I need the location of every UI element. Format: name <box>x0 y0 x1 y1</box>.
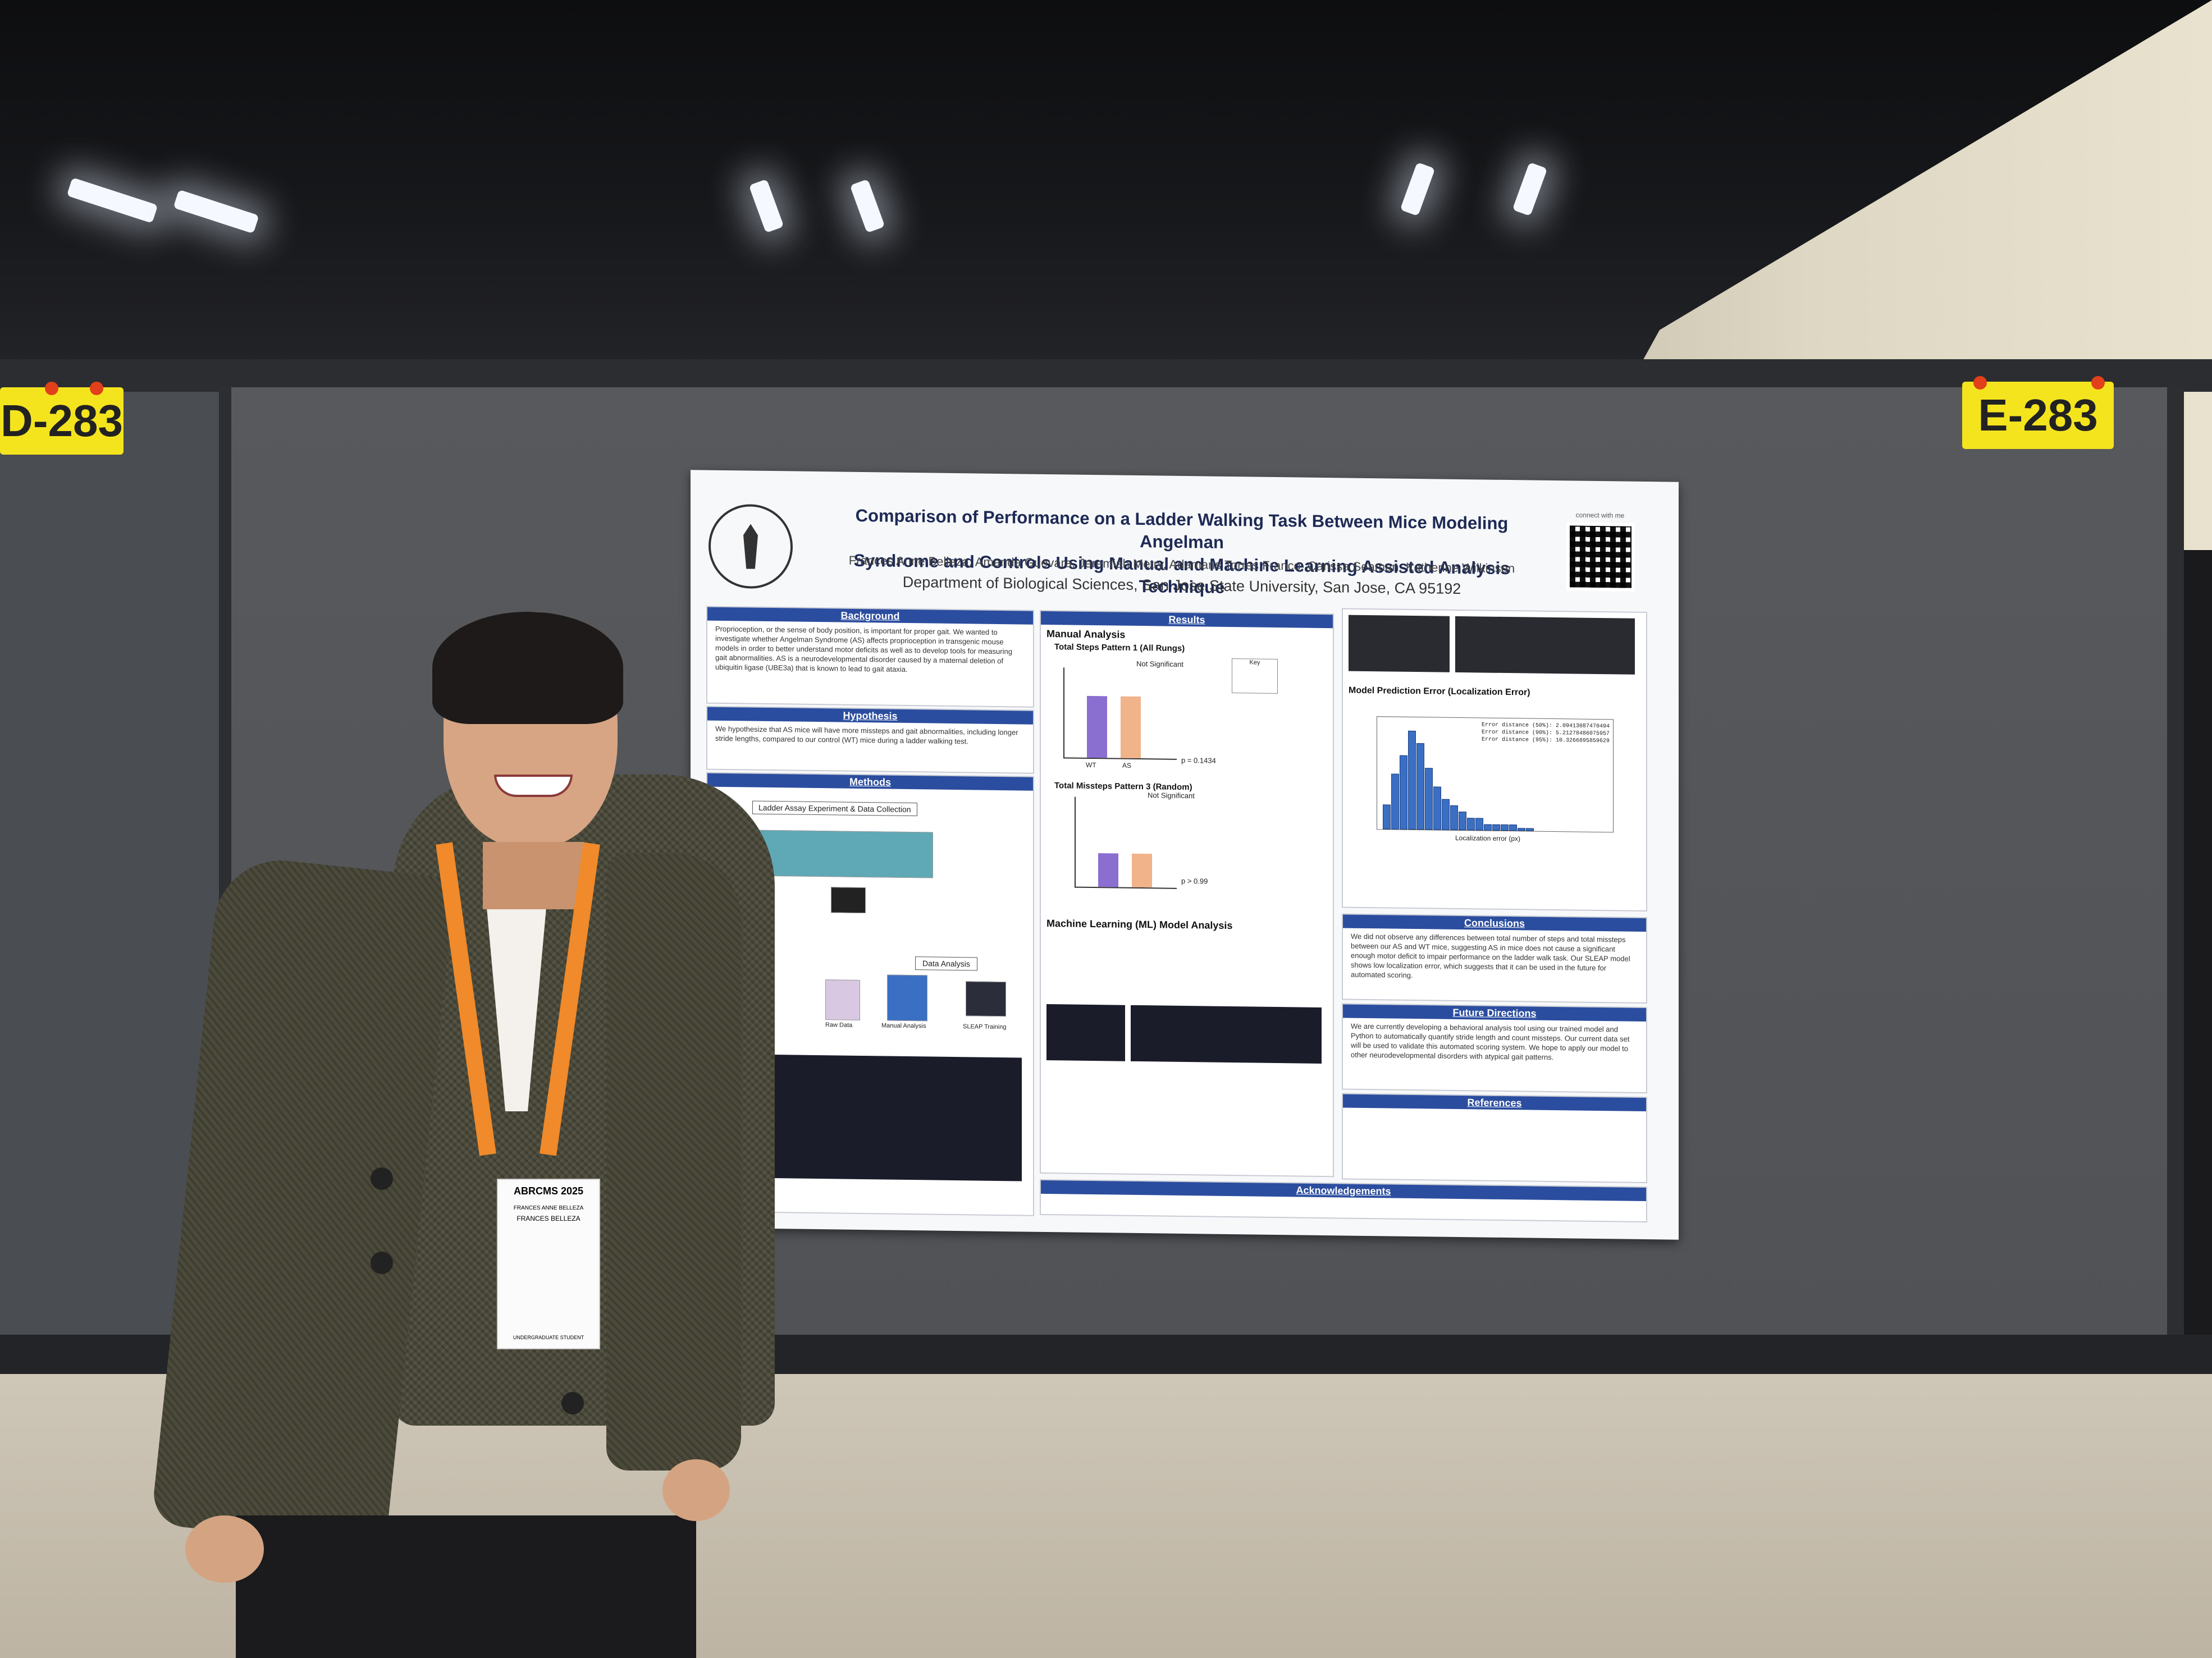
chart-key: Key <box>1232 658 1278 694</box>
missteps-bar-wt <box>1098 853 1118 887</box>
mouse-frame-2 <box>1455 616 1635 675</box>
histogram-bin <box>1501 824 1509 831</box>
x-axis-label: Localization error (px) <box>1455 833 1521 843</box>
name-badge: ABRCMS 2025 FRANCES ANNE BELLEZA FRANCES… <box>497 1179 600 1349</box>
tower-icon <box>743 524 758 569</box>
histogram-bin <box>1509 825 1517 831</box>
booth-tag-left: D-283 <box>0 382 124 455</box>
steps-bar-wt <box>1087 695 1107 758</box>
histogram-bin <box>1492 824 1500 831</box>
person-right-hand <box>662 1459 730 1521</box>
sleap-training-icon <box>966 981 1006 1017</box>
manual-analysis-icon <box>887 974 927 1022</box>
conclusions-section: Conclusions We did not observe any diffe… <box>1342 913 1647 1004</box>
ladder-apparatus <box>747 830 933 878</box>
board-frame <box>0 359 2212 392</box>
badge-event: ABRCMS 2025 <box>513 1185 584 1197</box>
histogram-bin <box>1475 818 1483 831</box>
person-trousers <box>236 1515 696 1658</box>
histogram-bin <box>1433 786 1441 830</box>
error-legend: Error distance (50%): 2.09413087470494 E… <box>1481 722 1610 745</box>
manual-label: Manual Analysis <box>881 1022 926 1030</box>
person-neck <box>483 842 584 909</box>
prediction-title: Model Prediction Error (Localization Err… <box>1349 685 1530 698</box>
background-section: Background Proprioception, or the sense … <box>706 606 1034 708</box>
blazer-button <box>371 1252 393 1274</box>
ns-label-2: Not Significant <box>1148 791 1195 800</box>
badge-name: FRANCES BELLEZA <box>517 1215 581 1222</box>
blazer-button <box>371 1167 393 1190</box>
person-left-hand <box>185 1515 264 1583</box>
laptop-icon <box>831 887 866 914</box>
qr-code-icon <box>1566 522 1635 592</box>
histogram-bin <box>1383 804 1391 830</box>
ladder-label: Ladder Assay Experiment & Data Collectio… <box>752 800 917 817</box>
histogram-bin <box>1425 768 1433 830</box>
badge-name-top: FRANCES ANNE BELLEZA <box>513 1205 584 1211</box>
raw-data-icon <box>825 979 860 1020</box>
histogram-bin <box>1400 755 1407 830</box>
histogram-bin <box>1416 743 1424 830</box>
confidence-map-2 <box>1131 1005 1322 1064</box>
future-section: Future Directions We are currently devel… <box>1342 1003 1647 1094</box>
raw-data-label: Raw Data <box>825 1022 853 1029</box>
research-poster: Comparison of Performance on a Ladder Wa… <box>691 470 1679 1240</box>
error-histogram: Error distance (50%): 2.09413087470494 E… <box>1377 716 1614 833</box>
ns-label: Not Significant <box>1136 659 1183 668</box>
neighbor-board <box>0 392 219 1335</box>
university-seal <box>709 503 793 589</box>
blazer-button <box>561 1392 584 1414</box>
hypothesis-section: Hypothesis We hypothesize that AS mice w… <box>706 706 1034 774</box>
p-value-2: p > 0.99 <box>1181 876 1208 886</box>
histogram-bin <box>1484 824 1492 831</box>
histogram-bin <box>1408 730 1416 830</box>
histogram-bin <box>1391 773 1399 830</box>
steps-chart <box>1063 667 1177 760</box>
acknowledgements-section: Acknowledgements <box>1040 1179 1647 1223</box>
prediction-section: Model Prediction Error (Localization Err… <box>1342 608 1647 912</box>
p-value-1: p = 0.1434 <box>1181 755 1216 765</box>
booth-tag-right: E-283 <box>1962 376 2114 449</box>
missteps-chart <box>1075 796 1177 889</box>
histogram-bin <box>1442 799 1450 830</box>
person-right-arm <box>606 853 741 1471</box>
results-section: Results Manual Analysis Total Steps Patt… <box>1040 610 1334 1178</box>
histogram-bin <box>1450 805 1458 830</box>
wt-label: WT <box>1086 761 1096 770</box>
qr-caption: connect with me <box>1575 511 1625 520</box>
as-label: AS <box>1122 761 1132 770</box>
references-section: References <box>1342 1093 1647 1184</box>
sleap-label: SLEAP Training <box>963 1023 1007 1031</box>
histogram-bin <box>1518 827 1525 831</box>
badge-role: UNDERGRADUATE STUDENT <box>513 1335 584 1340</box>
mouse-frame-1 <box>1349 615 1450 672</box>
histogram-bin <box>1526 827 1534 831</box>
data-analysis-label: Data Analysis <box>915 956 977 971</box>
person-hair <box>432 612 623 724</box>
confidence-map-1 <box>1046 1004 1125 1061</box>
person-smile <box>494 775 573 797</box>
histogram-bin <box>1467 818 1475 831</box>
ml-heading: Machine Learning (ML) Model Analysis <box>1046 917 1233 932</box>
histogram-bin <box>1459 811 1466 831</box>
steps-bar-as <box>1121 696 1141 759</box>
missteps-bar-as <box>1132 853 1152 888</box>
